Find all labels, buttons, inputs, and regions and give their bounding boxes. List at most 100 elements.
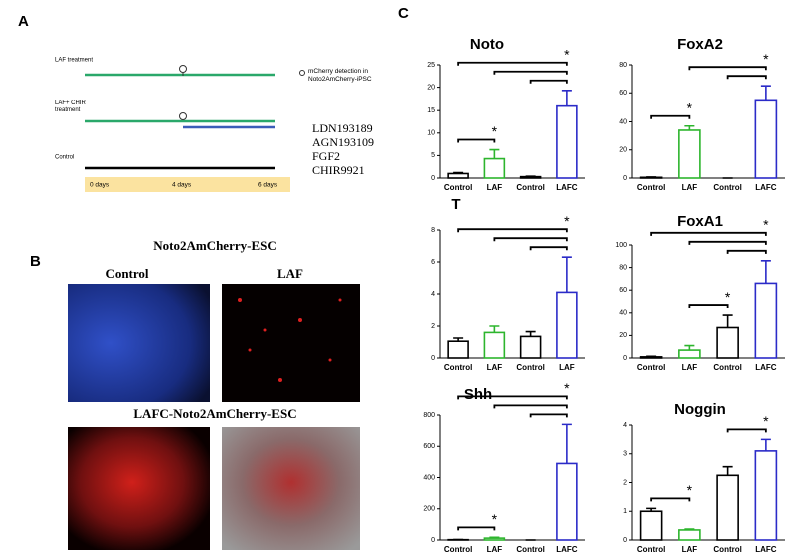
bar <box>716 326 739 359</box>
y-tick-label: 40 <box>619 310 627 317</box>
error-bar <box>684 124 695 130</box>
bar <box>556 104 578 179</box>
x-tick-label: Control <box>713 363 741 372</box>
significance-star: * <box>763 217 769 233</box>
x-tick-label: Control <box>444 363 472 372</box>
significance-bracket <box>726 428 767 433</box>
image-label: Control <box>105 266 148 281</box>
significance-star: * <box>687 99 693 115</box>
pin <box>179 65 187 73</box>
significance-bracket <box>529 79 568 84</box>
y-tick-label: 40 <box>619 118 627 125</box>
bar <box>716 474 739 541</box>
day-label: 4 days <box>172 182 192 189</box>
image-control <box>68 284 210 402</box>
y-tick-label: 1 <box>623 508 627 515</box>
label: LAF treatment <box>55 58 93 64</box>
error-bar <box>760 260 771 284</box>
chart-title: Noggin <box>674 401 726 418</box>
error-bar <box>760 438 771 451</box>
x-tick-label: LAFC <box>755 363 777 372</box>
error-bar <box>561 256 572 293</box>
x-tick-label: LAF <box>682 183 698 192</box>
significance-bracket <box>688 304 729 309</box>
significance-bracket <box>529 246 568 251</box>
significance-bracket <box>493 404 568 409</box>
bar <box>556 462 578 541</box>
y-tick-label: 4 <box>431 291 435 298</box>
significance-bracket <box>457 138 496 143</box>
bar <box>483 331 506 359</box>
pin <box>179 112 187 120</box>
bar <box>754 450 778 541</box>
bar <box>556 291 578 359</box>
y-tick-label: 25 <box>427 62 435 69</box>
significance-bracket <box>688 66 767 71</box>
error-bar <box>489 148 500 159</box>
x-tick-label: LAFC <box>556 183 578 192</box>
y-tick-label: 20 <box>427 84 435 91</box>
schematic: LAF treatment mCherry detection in Noto2… <box>55 58 374 192</box>
image-title: LAFC-Noto2AmCherry-ESC <box>133 406 296 421</box>
label: mCherry detection in Noto2AmCherry-iPSC <box>308 68 372 83</box>
bar <box>447 172 469 179</box>
x-tick-label: LAFC <box>755 545 777 554</box>
error-bar <box>646 507 657 512</box>
micrographs: Noto2AmCherry-ESC Control LAF LAFC-Noto2… <box>68 238 360 550</box>
y-tick-label: 8 <box>431 227 435 234</box>
significance-bracket <box>529 413 568 418</box>
y-tick-label: 4 <box>623 422 627 429</box>
y-tick-label: 600 <box>423 443 435 450</box>
day-label: 6 days <box>258 182 278 189</box>
error-bar <box>722 465 733 476</box>
y-tick-label: 0 <box>623 175 627 182</box>
x-tick-label: LAF <box>559 363 575 372</box>
x-tick-label: Control <box>516 545 544 554</box>
label: Control <box>55 155 74 161</box>
x-tick-label: Control <box>637 363 665 372</box>
error-bar <box>684 528 695 530</box>
bar <box>678 129 701 179</box>
x-tick-label: Control <box>444 545 472 554</box>
x-tick-label: LAFC <box>755 183 777 192</box>
label-text: mCherry detection in Noto2AmCherry-iPSC <box>308 68 372 83</box>
significance-star: * <box>564 46 570 62</box>
bar <box>447 340 469 359</box>
x-tick-label: Control <box>516 183 544 192</box>
bar <box>754 99 778 179</box>
bar <box>639 510 663 541</box>
y-tick-label: 100 <box>615 242 627 249</box>
x-tick-label: Control <box>637 545 665 554</box>
y-tick-label: 400 <box>423 474 435 481</box>
significance-bracket <box>493 237 568 242</box>
y-tick-label: 0 <box>623 537 627 544</box>
significance-bracket <box>457 526 496 531</box>
label: LAF+ CHIR treatment <box>55 100 86 113</box>
significance-star: * <box>564 213 570 229</box>
significance-bracket <box>726 75 767 80</box>
x-tick-label: LAF <box>487 183 503 192</box>
significance-bracket <box>688 240 767 245</box>
chart-title: Shh <box>464 386 492 403</box>
chart-title: FoxA2 <box>677 36 723 53</box>
y-tick-label: 0 <box>623 355 627 362</box>
y-tick-label: 2 <box>623 479 627 486</box>
significance-star: * <box>763 51 769 67</box>
error-bar <box>760 85 771 101</box>
y-tick-label: 6 <box>431 259 435 266</box>
y-tick-label: 3 <box>623 451 627 458</box>
error-bar <box>684 344 695 351</box>
day-label: 0 days <box>90 182 110 189</box>
x-tick-label: LAF <box>487 363 503 372</box>
red-spots <box>238 298 342 382</box>
significance-star: * <box>725 289 731 305</box>
significance-bracket <box>457 395 568 400</box>
bar <box>678 349 701 359</box>
y-tick-label: 20 <box>619 332 627 339</box>
significance-bracket <box>650 497 691 502</box>
drug: CHIR9921 <box>312 163 365 177</box>
x-tick-label: LAF <box>487 545 503 554</box>
pin <box>299 70 305 76</box>
x-tick-label: Control <box>444 183 472 192</box>
